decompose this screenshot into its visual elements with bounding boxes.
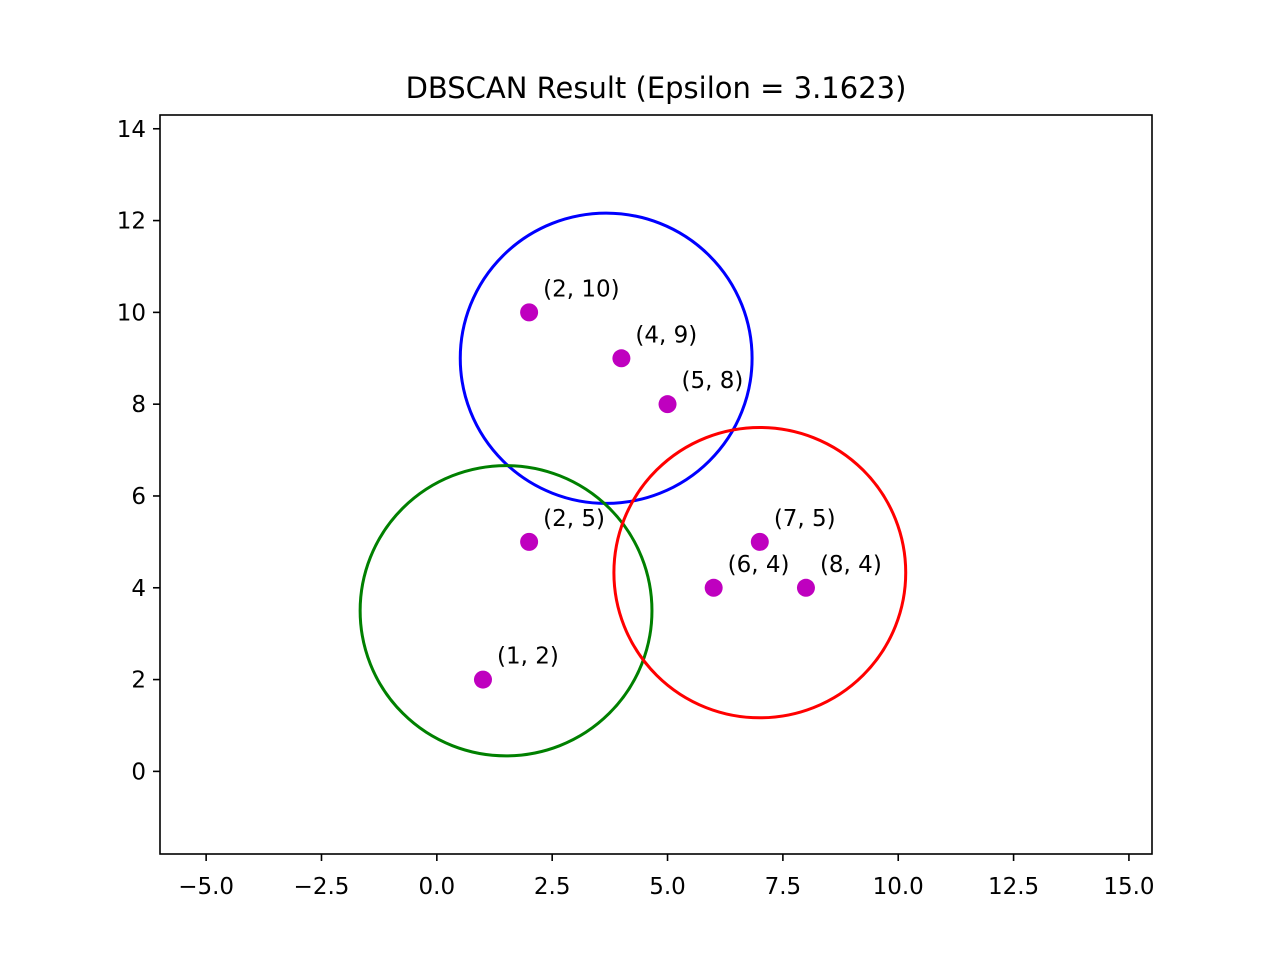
x-tick-label: 2.5 <box>534 874 571 900</box>
x-tick-label: 7.5 <box>765 874 802 900</box>
chart-title: DBSCAN Result (Epsilon = 3.1623) <box>406 71 907 105</box>
y-tick-label: 6 <box>131 484 146 510</box>
cluster-circles <box>358 211 908 758</box>
point-label-1: (2, 10) <box>543 276 619 302</box>
cluster-circle-2 <box>358 464 654 758</box>
x-tick-label: 5.0 <box>649 874 686 900</box>
data-point-2 <box>612 349 631 368</box>
plot-frame <box>159 114 1153 855</box>
data-point-7 <box>704 578 723 597</box>
x-tick-label: 10.0 <box>873 874 924 900</box>
cluster-circle-1 <box>458 211 754 505</box>
data-point-4 <box>520 532 539 551</box>
y-tick-label: 12 <box>117 209 146 235</box>
x-tick-label: 12.5 <box>988 874 1039 900</box>
point-label-6: (7, 5) <box>774 506 836 532</box>
data-point-3 <box>658 395 677 414</box>
y-axis: 0 2 4 6 8 10 12 14 <box>117 117 160 785</box>
y-tick-label: 10 <box>117 300 146 326</box>
x-tick-label: −2.5 <box>294 874 350 900</box>
point-label-4: (2, 5) <box>543 506 605 532</box>
point-label-2: (4, 9) <box>635 322 697 348</box>
data-point-8 <box>796 578 815 597</box>
x-axis: −5.0 −2.5 0.0 2.5 5.0 7.5 10.0 12.5 15.0 <box>178 854 1155 900</box>
y-tick-label: 4 <box>131 576 146 602</box>
data-point-1 <box>520 303 539 322</box>
cluster-circle-3 <box>612 425 908 720</box>
x-tick-label: 0.0 <box>419 874 456 900</box>
point-labels: (2, 10) (4, 9) (5, 8) (2, 5) (1, 2) (7, 5) (6,… <box>497 276 882 669</box>
data-points <box>473 303 815 689</box>
y-tick-label: 8 <box>131 392 146 418</box>
point-label-7: (6, 4) <box>728 552 790 578</box>
point-label-5: (1, 2) <box>497 644 559 670</box>
y-tick-label: 0 <box>131 759 146 785</box>
point-label-8: (8, 4) <box>820 552 882 578</box>
y-tick-label: 2 <box>131 668 146 694</box>
x-tick-label: −5.0 <box>178 874 234 900</box>
x-tick-label: 15.0 <box>1103 874 1154 900</box>
data-point-5 <box>473 670 492 689</box>
data-point-6 <box>750 532 769 551</box>
y-tick-label: 14 <box>117 117 146 143</box>
point-label-3: (5, 8) <box>682 368 744 394</box>
